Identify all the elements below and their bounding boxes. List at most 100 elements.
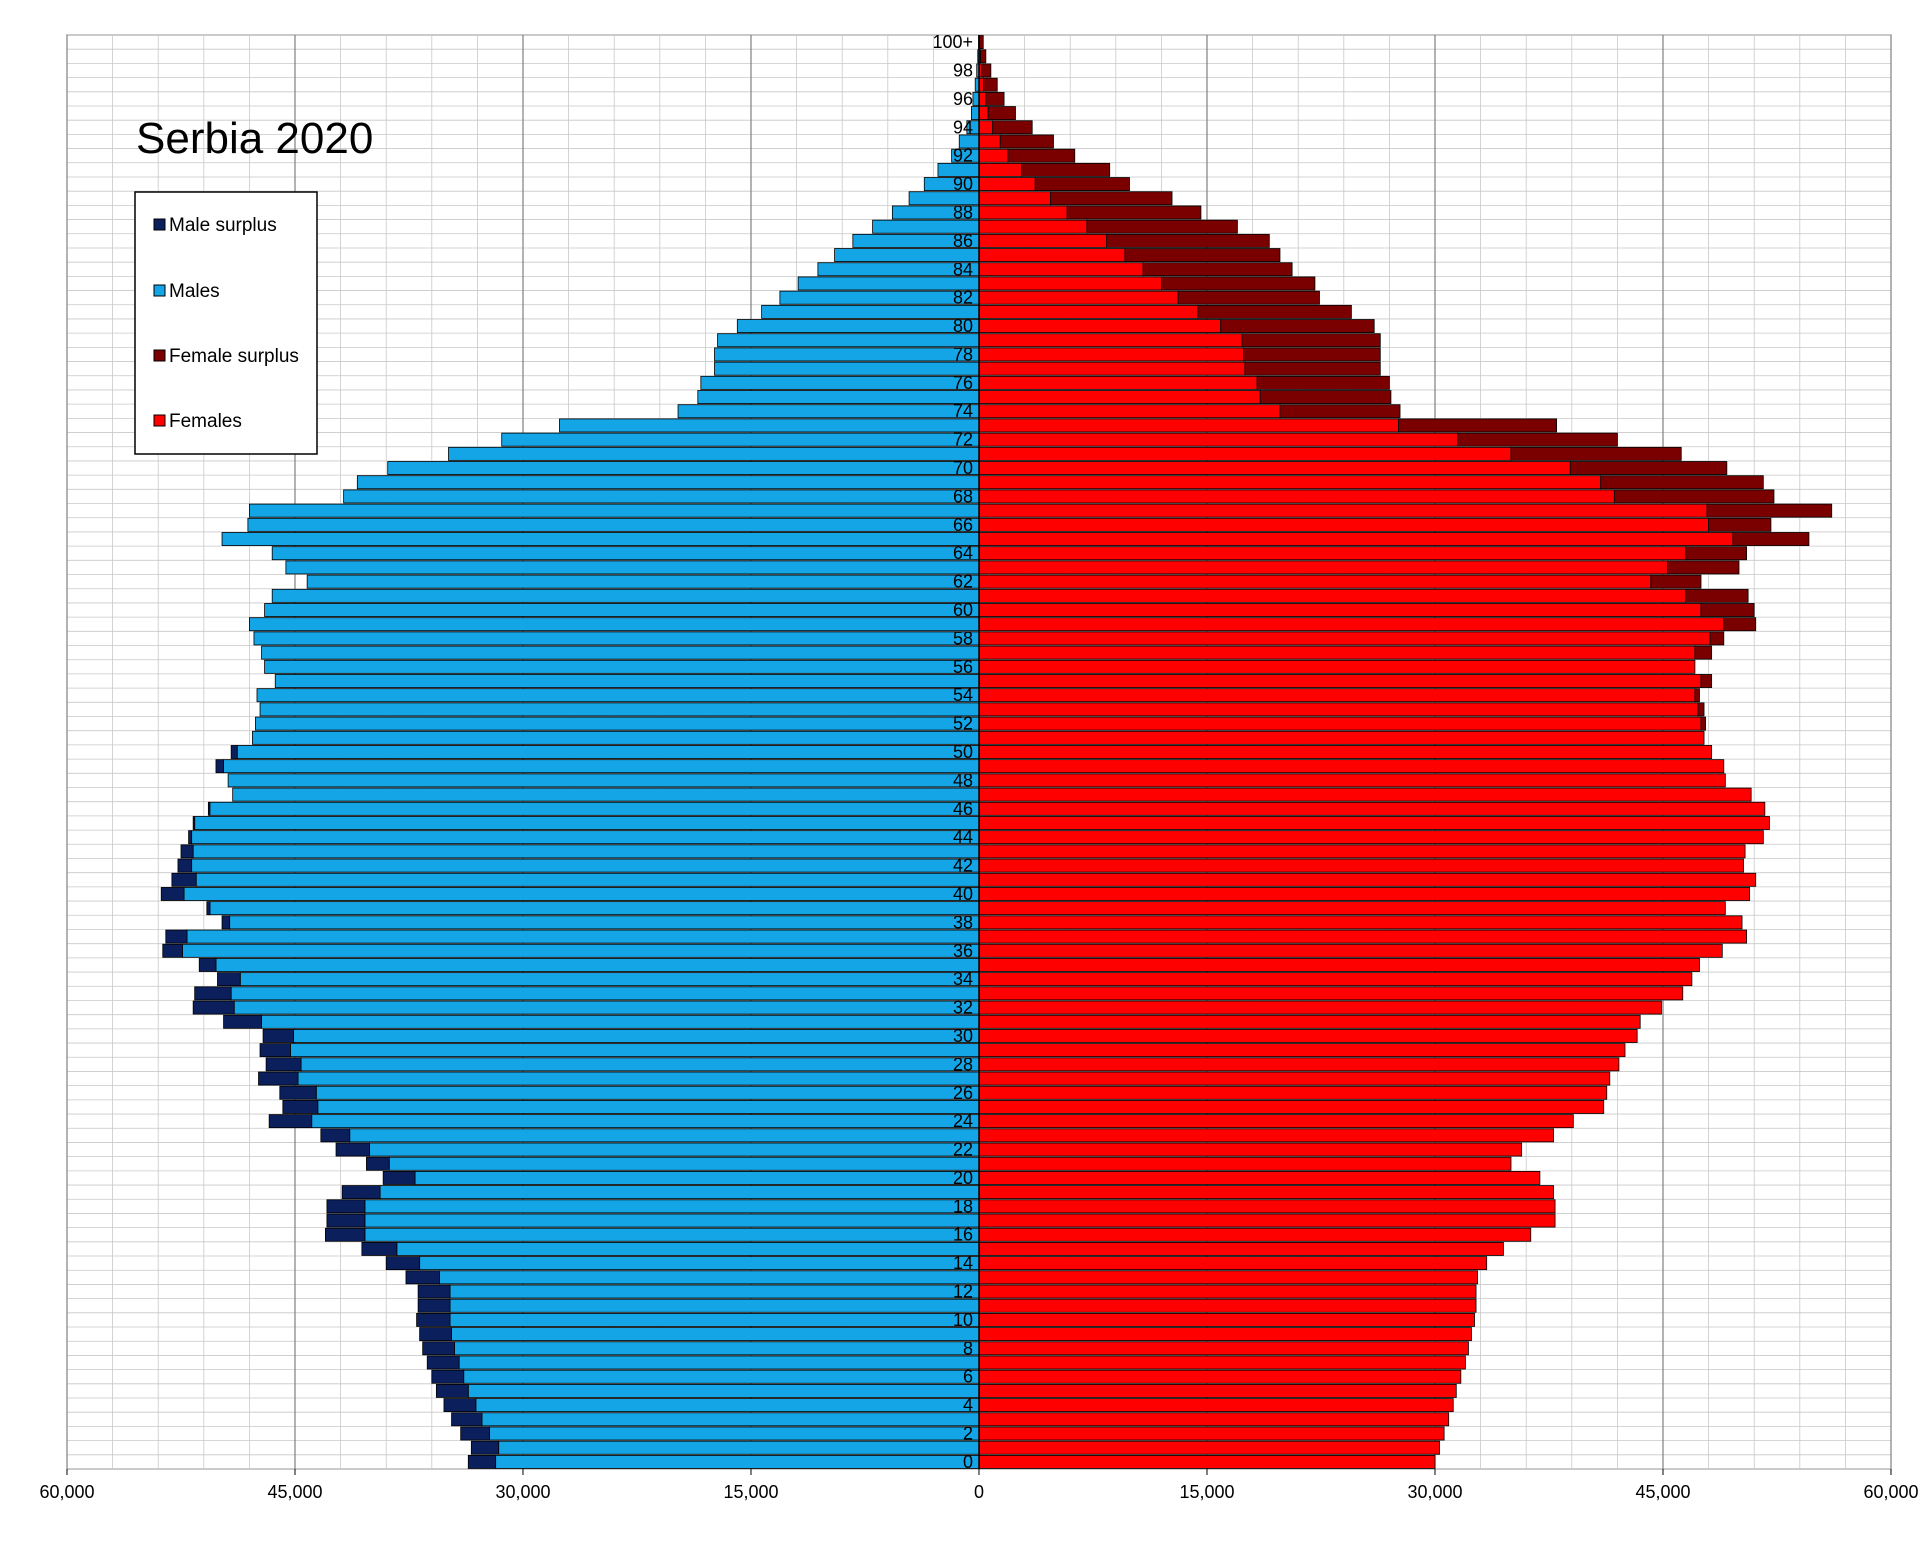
bar-male-surplus-age-31 — [223, 1014, 262, 1029]
bar-male-surplus-age-18 — [326, 1199, 366, 1214]
bar-males-age-68 — [343, 489, 980, 504]
bar-females-age-6 — [978, 1369, 1462, 1384]
bar-female-surplus-age-76 — [1256, 375, 1390, 390]
bar-females-age-35 — [978, 958, 1700, 972]
bar-males-age-42 — [191, 858, 980, 873]
bar-male-surplus-age-11 — [417, 1298, 451, 1313]
bar-male-surplus-age-8 — [422, 1341, 455, 1356]
bar-female-surplus-age-63 — [1667, 560, 1740, 575]
bar-female-surplus-age-55 — [1700, 674, 1713, 688]
bar-female-surplus-age-68 — [1613, 489, 1775, 504]
bar-males-age-75 — [697, 390, 980, 404]
bar-females-age-73 — [978, 418, 1399, 433]
bars-group — [160, 35, 1833, 1469]
bar-female-surplus-age-95 — [987, 106, 1016, 121]
x-tick-label: 30,000 — [1407, 1482, 1462, 1502]
bar-females-age-66 — [978, 517, 1709, 532]
bar-females-age-41 — [978, 872, 1757, 887]
bar-males-age-24 — [311, 1114, 980, 1129]
bar-females-age-38 — [978, 915, 1743, 930]
bar-males-age-10 — [449, 1312, 980, 1327]
bar-male-surplus-age-3 — [451, 1412, 483, 1427]
bar-females-age-59 — [978, 617, 1725, 632]
y-tick-label: 8 — [963, 1338, 973, 1358]
bar-female-surplus-age-87 — [1086, 219, 1238, 234]
bar-females-age-75 — [978, 390, 1261, 404]
bar-female-surplus-age-54 — [1694, 688, 1700, 703]
y-tick-label: 38 — [953, 912, 973, 932]
bar-males-age-74 — [677, 404, 980, 419]
bar-females-age-10 — [978, 1312, 1475, 1327]
bar-males-age-61 — [271, 588, 980, 603]
bar-males-age-9 — [451, 1327, 980, 1342]
y-tick-label: 86 — [953, 231, 973, 251]
bar-male-surplus-age-32 — [192, 1000, 235, 1015]
bar-male-surplus-age-17 — [326, 1213, 366, 1228]
bar-males-age-77 — [714, 361, 980, 376]
y-tick-label: 96 — [953, 89, 973, 109]
bar-females-age-84 — [978, 262, 1144, 277]
bar-females-age-60 — [978, 603, 1702, 617]
bar-males-age-3 — [481, 1412, 980, 1427]
bar-male-surplus-age-30 — [262, 1029, 294, 1043]
bar-males-age-6 — [463, 1369, 980, 1384]
x-tick-label: 60,000 — [39, 1482, 94, 1502]
y-tick-label: 44 — [953, 827, 973, 847]
y-tick-label: 88 — [953, 202, 973, 222]
bar-males-age-21 — [388, 1156, 980, 1171]
bar-males-age-78 — [714, 347, 980, 362]
bar-female-surplus-age-81 — [1197, 304, 1352, 319]
legend-label-male-surplus: Male surplus — [169, 215, 277, 236]
bar-females-age-22 — [978, 1142, 1523, 1157]
bar-females-age-74 — [978, 404, 1281, 419]
bar-male-surplus-age-2 — [460, 1426, 490, 1441]
bar-males-age-45 — [194, 816, 980, 830]
bar-females-age-37 — [978, 929, 1747, 944]
bar-females-age-93 — [978, 134, 1001, 149]
y-tick-label: 92 — [953, 146, 973, 166]
bar-females-age-68 — [978, 489, 1615, 504]
bar-males-age-8 — [454, 1341, 980, 1356]
bar-male-surplus-age-7 — [426, 1355, 460, 1370]
y-tick-label: 80 — [953, 316, 973, 336]
bar-females-age-55 — [978, 674, 1702, 688]
bar-females-age-43 — [978, 844, 1746, 859]
bar-females-age-54 — [978, 688, 1696, 703]
x-tick-label: 0 — [974, 1482, 984, 1502]
bar-female-surplus-age-99 — [980, 49, 987, 64]
bar-females-age-82 — [978, 290, 1179, 305]
bar-female-surplus-age-62 — [1650, 574, 1702, 589]
y-tick-label: 48 — [953, 770, 973, 790]
y-tick-label: 10 — [953, 1310, 973, 1330]
bar-females-age-45 — [978, 816, 1770, 830]
bar-female-surplus-age-82 — [1177, 290, 1320, 305]
bar-males-age-71 — [448, 446, 980, 461]
bar-males-age-18 — [364, 1199, 980, 1214]
bar-males-age-66 — [247, 517, 980, 532]
x-tick-label: 60,000 — [1863, 1482, 1918, 1502]
bar-females-age-31 — [978, 1014, 1641, 1029]
bar-male-surplus-age-28 — [265, 1057, 302, 1072]
bar-females-age-11 — [978, 1298, 1477, 1313]
y-tick-label: 58 — [953, 628, 973, 648]
y-tick-label: 74 — [953, 401, 973, 421]
x-tick-label: 45,000 — [1635, 1482, 1690, 1502]
bar-female-surplus-age-77 — [1244, 361, 1381, 376]
bar-male-surplus-age-10 — [416, 1312, 451, 1327]
y-tick-label: 6 — [963, 1367, 973, 1387]
bar-males-age-79 — [717, 333, 980, 348]
bar-females-age-0 — [978, 1454, 1436, 1469]
bar-females-age-13 — [978, 1270, 1478, 1285]
bar-male-surplus-age-15 — [361, 1241, 398, 1256]
bar-female-surplus-age-88 — [1066, 205, 1202, 220]
bar-females-age-61 — [978, 588, 1687, 603]
y-tick-label: 98 — [953, 60, 973, 80]
bar-females-age-85 — [978, 248, 1126, 263]
bar-females-age-58 — [978, 631, 1711, 646]
y-tick-label: 70 — [953, 458, 973, 478]
bar-female-surplus-age-80 — [1220, 319, 1375, 333]
chart-title: Serbia 2020 — [136, 114, 373, 163]
bar-male-surplus-age-12 — [417, 1284, 451, 1299]
bar-males-age-46 — [209, 801, 980, 816]
